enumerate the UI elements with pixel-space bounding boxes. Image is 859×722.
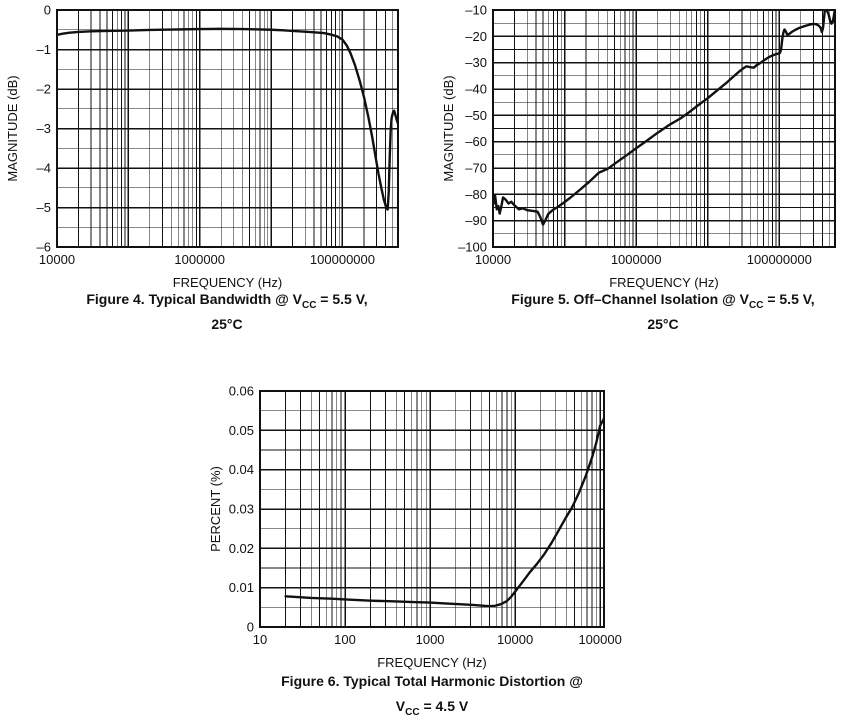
figure5-y-tick-label: –80 <box>465 187 487 202</box>
figure4-x-axis-label: FREQUENCY (Hz) <box>173 275 283 290</box>
figure6-y-tick-label: 0.03 <box>229 502 254 517</box>
figure4-caption-line1: Figure 4. Typical Bandwidth @ VCC = 5.5 … <box>27 290 427 315</box>
figure6-y-tick-label: 0.05 <box>229 423 254 438</box>
figure4-y-tick-label: –5 <box>37 200 51 215</box>
figure5-y-tick-label: –60 <box>465 134 487 149</box>
figure6-caption: Figure 6. Typical Total Harmonic Distort… <box>232 672 632 722</box>
figure6-x-tick-label: 1000 <box>416 632 445 647</box>
figure4-caption: Figure 4. Typical Bandwidth @ VCC = 5.5 … <box>27 290 427 340</box>
figure6-caption-line1: Figure 6. Typical Total Harmonic Distort… <box>232 672 632 697</box>
figure5-x-tick-label: 10000 <box>475 252 511 267</box>
figure5-grid <box>493 10 835 247</box>
figure4-caption-text3: 25°C <box>211 315 243 332</box>
figure5-caption-text2: = 5.5 V, <box>763 291 815 307</box>
figure4-y-tick-label: 0 <box>44 3 51 18</box>
figure6-caption-line2: VCC = 4.5 V <box>232 697 632 722</box>
figure5-y-tick-label: –30 <box>465 55 487 70</box>
figure4-y-tick-label: –1 <box>37 42 51 57</box>
figure5-caption-line1: Figure 5. Off–Channel Isolation @ VCC = … <box>463 290 859 315</box>
figure6-y-tick-label: 0.01 <box>229 580 254 595</box>
figure5-y-tick-label: –10 <box>465 3 487 18</box>
figure5-caption-line2: 25°C <box>463 315 859 340</box>
figure4-y-tick-label: –2 <box>37 82 51 97</box>
figure6-caption-text4: = 4.5 V <box>419 697 469 714</box>
figure5-y-tick-label: –70 <box>465 161 487 176</box>
figure4-caption-line2: 25°C <box>27 315 427 340</box>
figure5-y-tick-label: –40 <box>465 82 487 97</box>
figure5-caption-text: Figure 5. Off–Channel Isolation @ V <box>511 291 749 307</box>
figure6-grid <box>260 391 604 627</box>
figure6-y-tick-label: 0.04 <box>229 462 254 477</box>
figure6-x-axis-label: FREQUENCY (Hz) <box>377 655 487 670</box>
figure5-y-axis-label: MAGNITUDE (dB) <box>441 75 456 181</box>
figure5-y-tick-label: –50 <box>465 108 487 123</box>
figure6-x-tick-label: 100000 <box>578 632 621 647</box>
figure4-y-tick-label: –6 <box>37 240 51 255</box>
figure5-y-tick-label: –90 <box>465 213 487 228</box>
figure4-y-axis-label: MAGNITUDE (dB) <box>5 75 20 181</box>
figure6-y-tick-label: 0.06 <box>229 384 254 399</box>
figure6-y-tick-label: 0 <box>247 620 254 635</box>
figure4-y-tick-label: –4 <box>37 161 51 176</box>
figure4-caption-sub: CC <box>301 299 317 311</box>
figure4-x-tick-label: 100000000 <box>310 252 375 267</box>
figure4-caption-text2: = 5.5 V, <box>316 291 368 307</box>
figure5-x-axis-label: FREQUENCY (Hz) <box>609 275 719 290</box>
figure6-caption-text: Figure 6. Typical Total Harmonic Distort… <box>281 673 583 689</box>
figure5-caption-text3: 25°C <box>647 315 679 332</box>
figure5-y-tick-label: –100 <box>458 240 487 255</box>
figure6-x-tick-label: 100 <box>334 632 356 647</box>
figure5-x-tick-label: 100000000 <box>747 252 812 267</box>
figure5-plot-border <box>492 9 836 248</box>
figure5-caption: Figure 5. Off–Channel Isolation @ VCC = … <box>463 290 859 340</box>
figure6-y-tick-label: 0.02 <box>229 541 254 556</box>
figure6-plot-border <box>259 390 605 628</box>
figure6-y-axis-label: PERCENT (%) <box>208 466 223 552</box>
figure5-y-tick-label: –20 <box>465 29 487 44</box>
figure6-curve-thd <box>284 417 604 608</box>
figure6-x-tick-label: 10000 <box>497 632 533 647</box>
figure5-curve-isolation <box>493 10 835 226</box>
figure6-x-tick-label: 10 <box>253 632 267 647</box>
figure4-x-tick-label: 1000000 <box>174 252 225 267</box>
figure6-caption-sub2: CC <box>405 706 420 718</box>
figure4-curve-magnitude <box>57 27 398 211</box>
figure5-caption-sub: CC <box>748 299 764 311</box>
figure4-caption-text: Figure 4. Typical Bandwidth @ V <box>86 291 302 307</box>
figure4-plot-border <box>56 9 399 248</box>
figure4-x-tick-label: 10000 <box>39 252 75 267</box>
figure5-x-tick-label: 1000000 <box>611 252 662 267</box>
figure6-caption-text3: V <box>395 697 406 714</box>
figure4-y-tick-label: –3 <box>37 121 51 136</box>
